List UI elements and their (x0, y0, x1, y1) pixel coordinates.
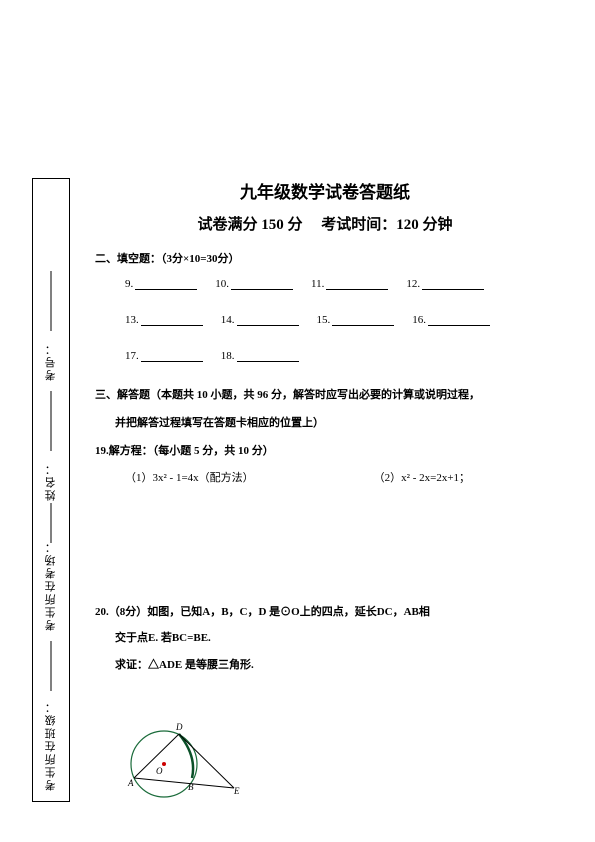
line-ae (134, 778, 234, 788)
subtitle-score: 试卷满分 150 分 (197, 217, 302, 233)
page-title: 九年级数学试卷答题纸 (95, 178, 555, 203)
blank-item: 14. (221, 314, 299, 326)
subtitle-time: 考试时间：120 分钟 (321, 217, 452, 233)
q19-part-2: （2）x² - 2x=2x+1； (374, 469, 470, 485)
label-d: D (175, 722, 183, 732)
blank-num: 10. (215, 278, 229, 290)
blank-item: 13. (125, 314, 203, 326)
blank-row-2: 13. 14. 15. 16. (125, 314, 555, 326)
blank-line (237, 314, 299, 326)
blank-line (237, 350, 299, 362)
main-content: 九年级数学试卷答题纸 试卷满分 150 分 考试时间：120 分钟 二、填空题：… (95, 178, 555, 683)
q19-title: 19.解方程：（每小题 5 分，共 10 分） (95, 442, 555, 461)
blank-num: 18. (221, 350, 235, 362)
geometry-diagram: O A B E D (124, 716, 244, 806)
blank-num: 16. (412, 314, 426, 326)
blank-item: 11. (311, 278, 388, 290)
q19-parts: （1）3x² - 1=4x（配方法） （2）x² - 2x=2x+1； (125, 469, 555, 485)
blank-num: 9. (125, 278, 133, 290)
blank-line (422, 278, 484, 290)
blank-item: 10. (215, 278, 293, 290)
blank-item: 17. (125, 350, 203, 362)
name-blank-line (51, 391, 52, 451)
blank-line (141, 350, 203, 362)
blank-num: 15. (317, 314, 331, 326)
q20-line-3: 求证：△ADE 是等腰三角形. (115, 656, 555, 675)
line-de (179, 734, 234, 788)
room-label: 考生所在考场： (43, 540, 59, 631)
blank-row-3: 17. 18. (125, 350, 555, 362)
blank-num: 13. (125, 314, 139, 326)
blank-item: 16. (412, 314, 490, 326)
label-b: B (188, 782, 194, 792)
student-info-sidebar: 考生所在班级： 考生所在考场： 姓名： 考号： (32, 178, 70, 802)
blank-line (326, 278, 388, 290)
q20-line-2: 交于点E. 若BC=BE. (115, 629, 555, 648)
number-blank-line (51, 271, 52, 331)
blank-line (332, 314, 394, 326)
class-blank-line (51, 641, 52, 691)
section-3-header-cont: 并把解答过程填写在答题卡相应的位置上） (115, 414, 555, 430)
number-label: 考号： (43, 342, 59, 381)
q19-workspace (95, 493, 555, 603)
name-label: 姓名： (43, 462, 59, 501)
section-3-header: 三、解答题（本题共 10 小题，共 96 分，解答时应写出必要的计算或说明过程， (95, 386, 555, 402)
blank-line (428, 314, 490, 326)
q19-part-1: （1）3x² - 1=4x（配方法） (125, 469, 254, 485)
label-a: A (127, 778, 134, 788)
blank-line (141, 314, 203, 326)
label-o: O (156, 766, 163, 776)
blank-line (135, 278, 197, 290)
blank-item: 18. (221, 350, 299, 362)
page: 考生所在班级： 考生所在考场： 姓名： 考号： 九年级数学试卷答题纸 试卷满分 … (0, 0, 595, 842)
blank-item: 9. (125, 278, 197, 290)
class-label: 考生所在班级： (43, 700, 59, 791)
section-2-header: 二、填空题：（3分×10=30分） (95, 250, 555, 266)
room-blank-line (51, 503, 52, 543)
q20-line-1: 20.（8分）如图，已知A，B，C，D 是⊙O上的四点，延长DC，AB相 (95, 603, 555, 622)
blank-row-1: 9. 10. 11. 12. (125, 278, 555, 290)
blank-item: 12. (406, 278, 484, 290)
blank-num: 11. (311, 278, 324, 290)
blank-num: 14. (221, 314, 235, 326)
blank-num: 12. (406, 278, 420, 290)
blank-item: 15. (317, 314, 395, 326)
page-subtitle: 试卷满分 150 分 考试时间：120 分钟 (95, 213, 555, 234)
label-e: E (233, 786, 240, 796)
blank-line (231, 278, 293, 290)
blank-num: 17. (125, 350, 139, 362)
center-dot-icon (162, 762, 166, 766)
